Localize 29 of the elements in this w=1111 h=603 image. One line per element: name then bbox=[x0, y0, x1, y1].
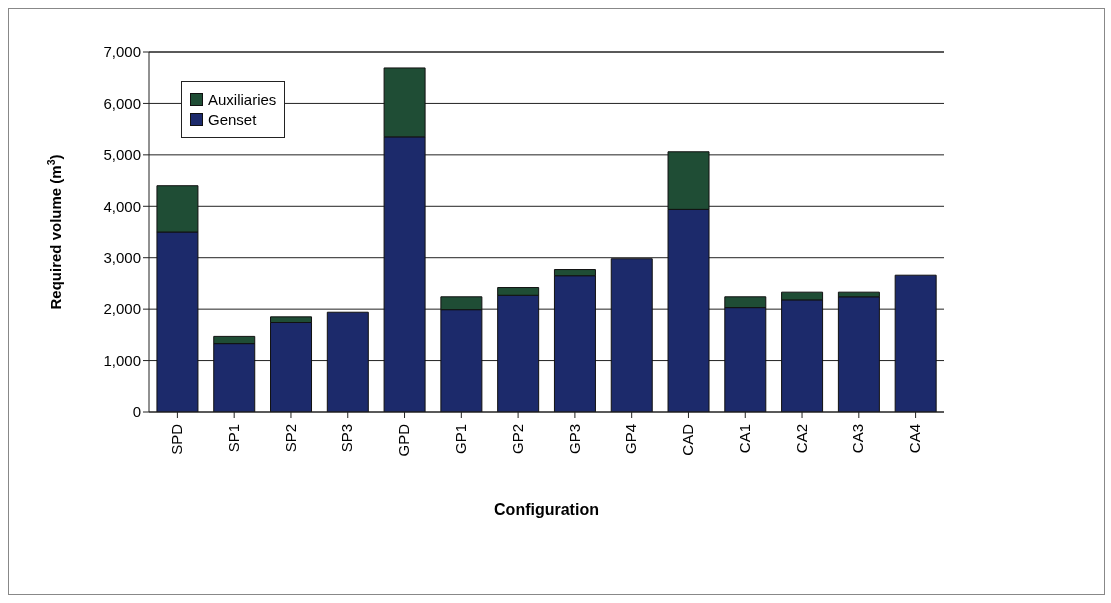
x-tick-label: GP2 bbox=[508, 424, 526, 455]
x-tick-label: CA2 bbox=[792, 424, 810, 454]
x-tick-label: SP3 bbox=[338, 424, 356, 453]
x-axis-title: Configuration bbox=[494, 501, 599, 518]
legend-label: Genset bbox=[208, 111, 257, 128]
x-tick-label: SP1 bbox=[224, 424, 242, 453]
x-tick-label: CA4 bbox=[906, 424, 924, 454]
x-tick-label: GP4 bbox=[622, 424, 640, 455]
x-tick-label: GPD bbox=[395, 423, 413, 457]
x-tick-label: CAD bbox=[679, 423, 697, 456]
y-tick-label: 3,000 bbox=[103, 249, 141, 267]
bar bbox=[837, 296, 880, 412]
y-tick-label: 1,000 bbox=[103, 351, 141, 369]
x-tick-label: CA3 bbox=[849, 424, 867, 454]
y-tick-label: 6,000 bbox=[103, 94, 141, 112]
x-tick-label: GP3 bbox=[565, 424, 583, 455]
legend-label: Auxiliaries bbox=[208, 91, 277, 108]
bar bbox=[894, 274, 937, 412]
y-tick-label: 5,000 bbox=[103, 146, 141, 164]
x-tick-label: SP2 bbox=[281, 424, 299, 453]
x-tick-label: SPD bbox=[168, 423, 186, 455]
y-tick-label: 7,000 bbox=[103, 43, 141, 61]
bar bbox=[610, 258, 653, 412]
x-tick-label: CA1 bbox=[735, 424, 753, 454]
y-tick-label: 0 bbox=[132, 403, 141, 421]
bar bbox=[326, 311, 369, 412]
y-tick-label: 2,000 bbox=[103, 300, 141, 318]
x-tick-label: GP1 bbox=[451, 424, 469, 455]
y-tick-label: 4,000 bbox=[103, 197, 141, 215]
